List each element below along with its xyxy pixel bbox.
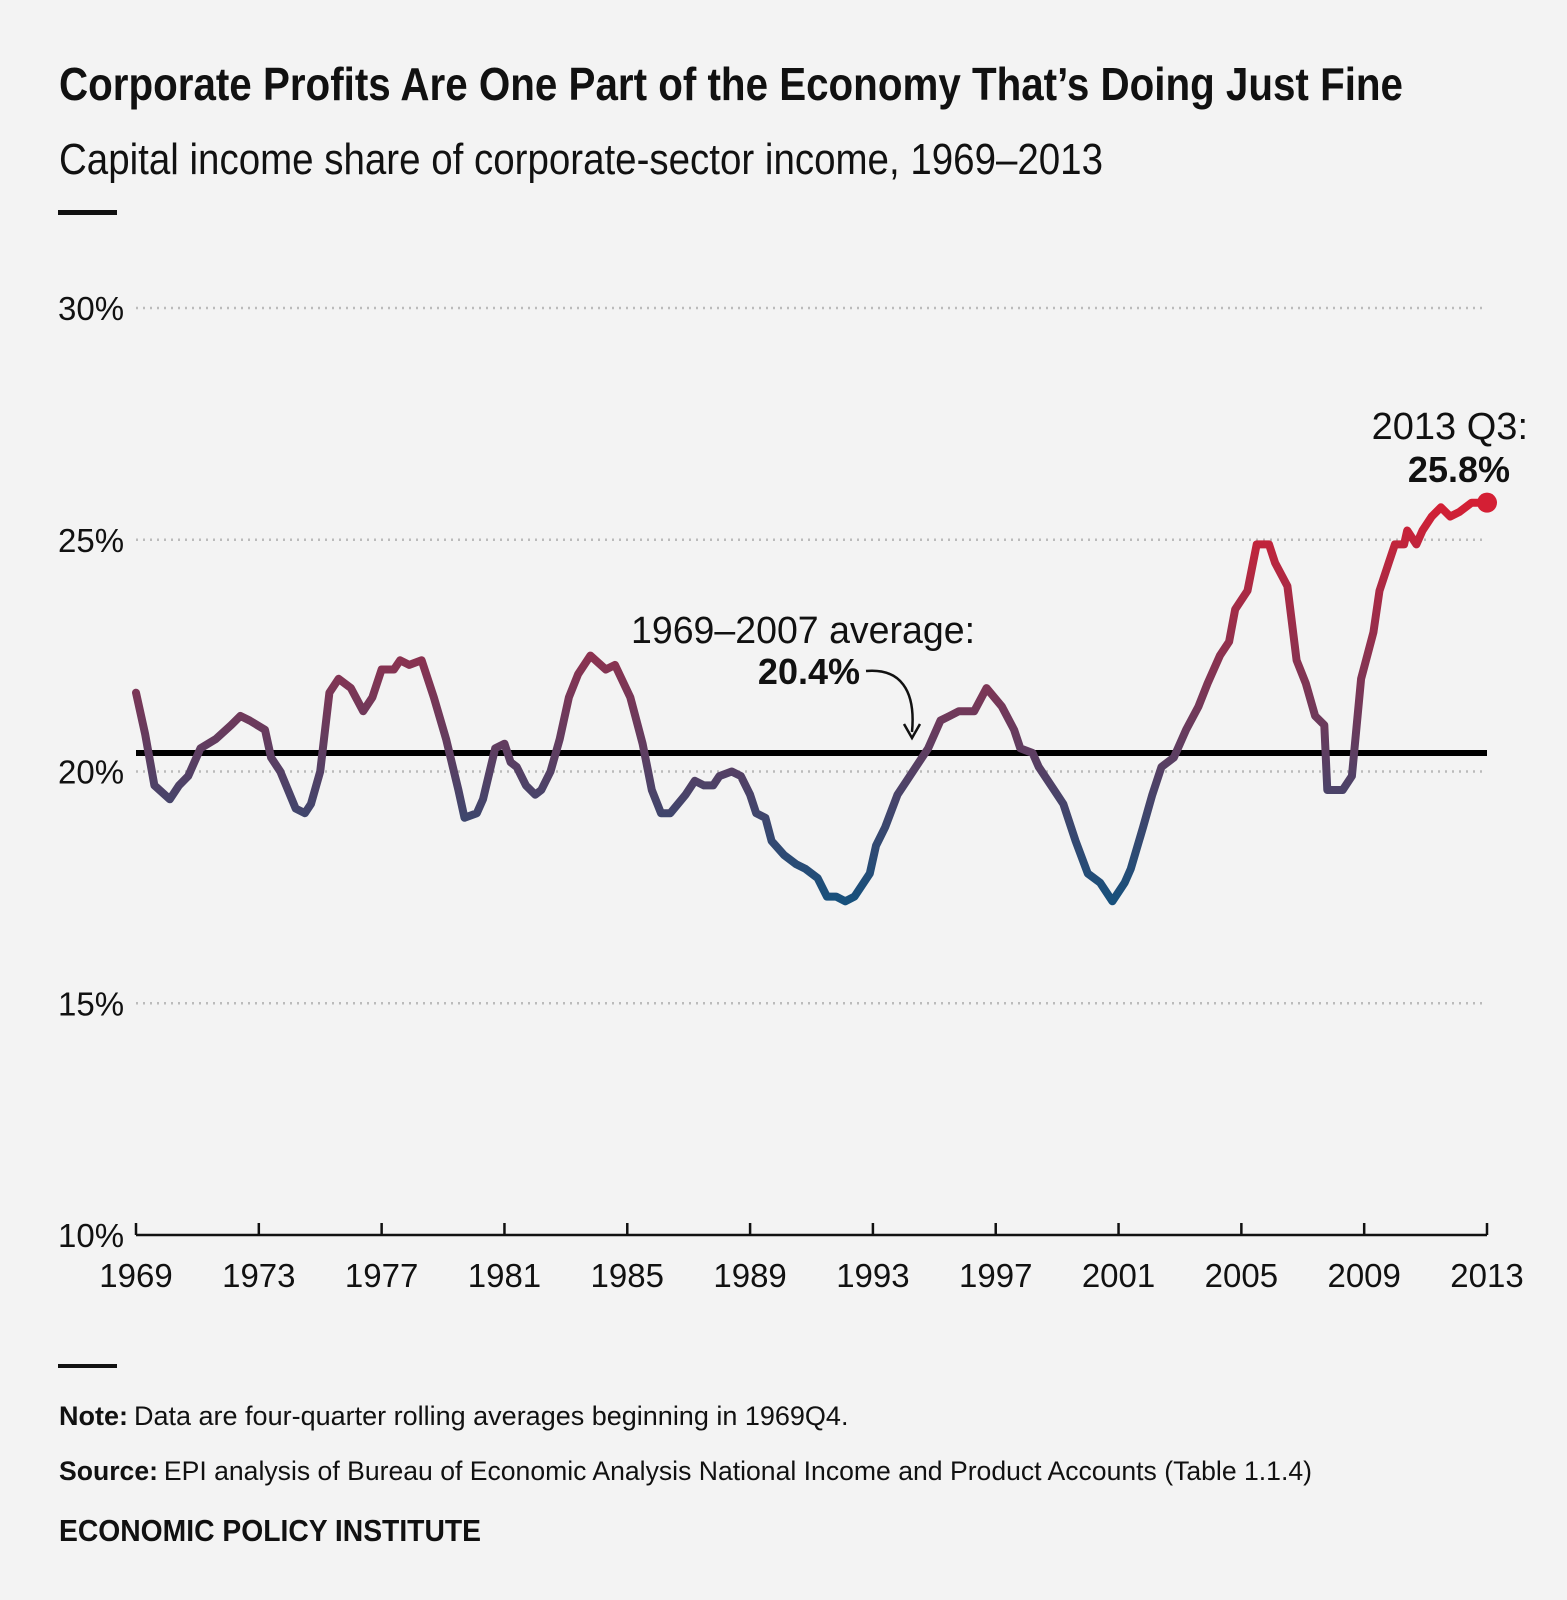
source-label: Source:	[59, 1456, 158, 1486]
note: Note: Data are four-quarter rolling avera…	[59, 1401, 848, 1431]
end-annotation: 2013 Q3:	[1372, 406, 1528, 448]
accent-bar	[58, 210, 117, 215]
y-tick-label: 15%	[58, 985, 124, 1022]
y-tick-label: 10%	[58, 1217, 124, 1254]
average-label: 20.4%	[758, 651, 860, 692]
annotation-arrow	[865, 669, 914, 733]
x-tick-label: 1989	[713, 1257, 786, 1294]
annotation-arrowhead	[902, 723, 922, 741]
x-tick-label: 2005	[1205, 1257, 1278, 1294]
accent-bar	[58, 1364, 117, 1368]
x-tick-label: 1993	[836, 1257, 909, 1294]
source-text: EPI analysis of Bureau of Economic Analy…	[164, 1456, 1312, 1486]
x-tick-label: 1985	[591, 1257, 664, 1294]
x-tick-label: 1969	[99, 1257, 172, 1294]
footer: ECONOMIC POLICY INSTITUTE	[59, 1513, 481, 1548]
x-tick-label: 1973	[222, 1257, 295, 1294]
note-label: Note:	[59, 1401, 128, 1431]
x-tick-label: 1977	[345, 1257, 418, 1294]
average-annotation: 1969–2007 average:	[631, 610, 975, 652]
chart-title: Corporate Profits Are One Part of the Ec…	[59, 58, 1403, 110]
x-tick-label: 1997	[959, 1257, 1032, 1294]
y-tick-label: 25%	[58, 522, 124, 559]
end-label: 25.8%	[1408, 449, 1510, 490]
end-point	[1477, 492, 1497, 513]
x-tick-label: 2009	[1327, 1257, 1400, 1294]
y-tick-label: 20%	[58, 754, 124, 791]
y-tick-label: 30%	[58, 290, 124, 327]
x-tick-label: 2001	[1082, 1257, 1155, 1294]
data-line	[132, 498, 1491, 906]
chart-subtitle: Capital income share of corporate-sector…	[59, 135, 1103, 184]
x-tick-label: 1981	[468, 1257, 541, 1294]
x-tick-label: 2013	[1450, 1257, 1523, 1294]
note-text: Data are four-quarter rolling averages b…	[134, 1401, 848, 1431]
source: Source: EPI analysis of Bureau of Economi…	[59, 1456, 1312, 1486]
plot: 10% 15% 20% 25% 30% 1969 1973 1977 1981 1985 1989 1…	[58, 290, 1524, 1294]
